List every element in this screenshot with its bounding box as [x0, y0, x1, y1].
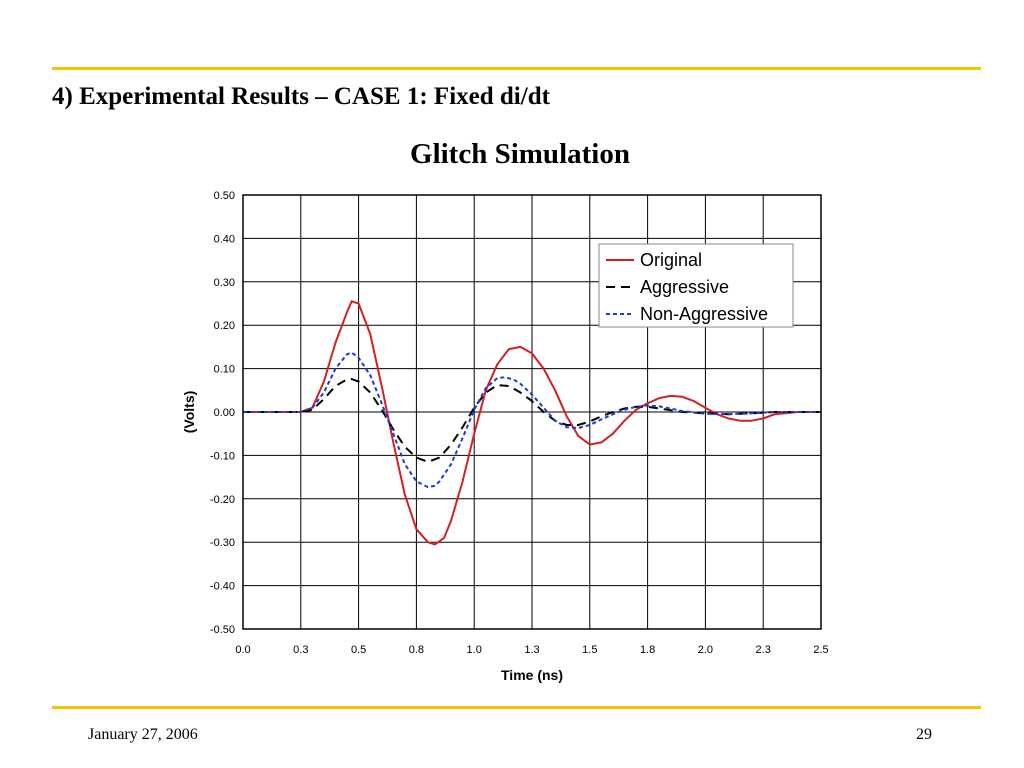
glitch-simulation-chart: 0.0 0.3 0.5 0.8 1.0 1.3 1.5 1.8 2.0 2.3 2.5 0.500.…	[181, 190, 829, 683]
series-lines	[243, 300, 821, 546]
y-tick-label: 0.10	[214, 364, 235, 376]
x-tick-label: 1.3	[524, 644, 539, 656]
x-tick-label: 0.5	[351, 644, 366, 656]
legend-label: Original	[640, 250, 702, 270]
x-tick-label: 2.5	[813, 644, 828, 656]
series-line-original	[243, 300, 821, 546]
y-tick-label: -0.30	[210, 537, 235, 549]
x-tick-label: 1.8	[640, 644, 655, 656]
legend-label: Aggressive	[640, 277, 729, 297]
x-tick-label: 2.3	[756, 644, 771, 656]
x-axis-label: Time (ns)	[501, 667, 563, 683]
chart-title: Glitch Simulation	[410, 138, 630, 170]
series-line-non-aggressive	[243, 351, 821, 489]
legend: Original Aggressive Non-Aggressive	[598, 243, 794, 328]
x-tick-labels: 0.0 0.3 0.5 0.8 1.0 1.3 1.5 1.8 2.0 2.3 2.5	[235, 644, 828, 656]
slide-title: 4) Experimental Results – CASE 1: Fixed …	[52, 83, 550, 110]
x-tick-label: 0.3	[293, 644, 308, 656]
x-tick-label: 0.8	[409, 644, 424, 656]
plot-frame	[242, 194, 822, 630]
y-tick-label: 0.30	[214, 277, 235, 289]
y-axis-label: (Volts)	[181, 391, 197, 434]
y-tick-label: 0.00	[214, 407, 235, 419]
series-line-aggressive	[243, 378, 821, 463]
bottom-divider-rule	[52, 706, 981, 709]
footer-date: January 27, 2006	[88, 726, 198, 743]
page-number: 29	[916, 726, 932, 743]
y-tick-label: -0.20	[210, 494, 235, 506]
x-tick-label: 2.0	[698, 644, 713, 656]
y-tick-label: -0.50	[210, 624, 235, 636]
legend-label: Non-Aggressive	[640, 304, 768, 324]
x-tick-label: 1.0	[467, 644, 482, 656]
x-tick-label: 0.0	[235, 644, 250, 656]
y-tick-label: -0.40	[210, 581, 235, 593]
y-tick-label: 0.40	[214, 233, 235, 245]
y-tick-label: 0.20	[214, 320, 235, 332]
y-tick-label: -0.10	[210, 450, 235, 462]
top-divider-rule	[52, 67, 981, 70]
y-tick-labels: 0.50 0.40 0.30 0.20 0.10 0.00 -0.10 -0.20 -0.30 -…	[210, 190, 235, 636]
y-tick-label: 0.50	[214, 190, 235, 202]
x-tick-label: 1.5	[582, 644, 597, 656]
legend-box	[598, 243, 794, 328]
